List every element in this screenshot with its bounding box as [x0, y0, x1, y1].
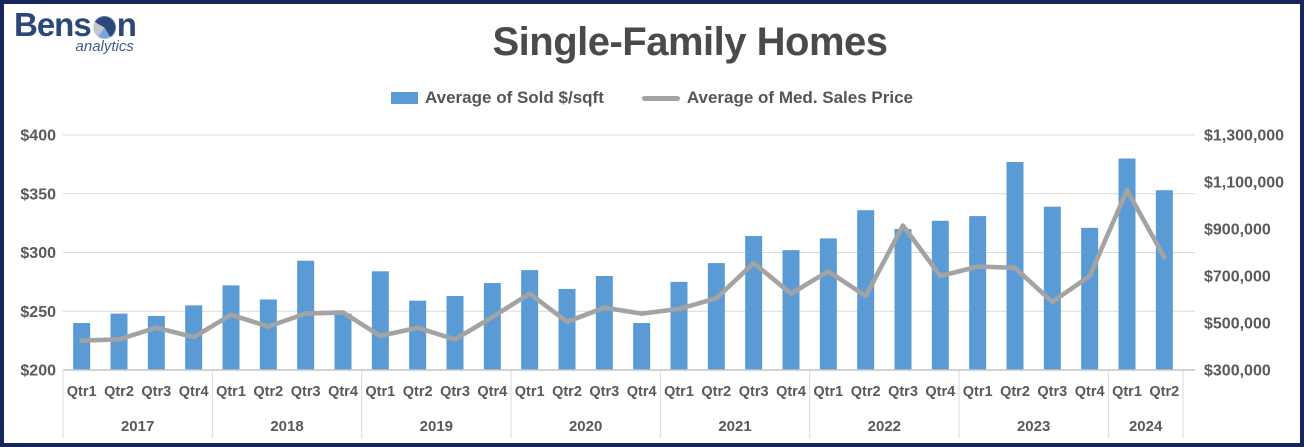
legend-label: Average of Med. Sales Price [686, 88, 913, 107]
right-axis-tick-label: $1,100,000 [1204, 175, 1284, 192]
quarter-label: Qtr2 [403, 384, 433, 400]
bar-13 [521, 270, 539, 370]
quarter-label: Qtr2 [104, 384, 134, 400]
quarter-label: Qtr1 [1112, 384, 1142, 400]
right-axis-tick-label: $700,000 [1204, 269, 1271, 286]
quarter-label: Qtr1 [67, 384, 97, 400]
left-axis-tick-label: $200 [20, 363, 56, 380]
quarter-label: Qtr2 [701, 384, 731, 400]
quarter-label: Qtr4 [1075, 384, 1105, 400]
bar-14 [558, 288, 576, 370]
quarter-label: Qtr2 [253, 384, 283, 400]
year-label: 2018 [270, 418, 303, 435]
year-label: 2017 [121, 418, 154, 435]
bar-16 [633, 323, 651, 370]
quarter-label: Qtr1 [216, 384, 246, 400]
quarter-label: Qtr1 [963, 384, 993, 400]
bar-1 [73, 323, 91, 370]
bar-11 [446, 295, 464, 370]
bar-27 [1043, 206, 1061, 370]
quarter-label: Qtr4 [776, 384, 806, 400]
bar-22 [857, 210, 875, 370]
bar-29 [1118, 158, 1136, 370]
quarter-label: Qtr4 [328, 384, 358, 400]
bar-3 [147, 315, 165, 370]
left-axis-tick-label: $400 [20, 128, 56, 145]
bar-series-swatch [391, 92, 418, 104]
year-label: 2021 [718, 418, 751, 435]
bar-10 [409, 300, 427, 370]
bar-18 [707, 263, 725, 370]
bar-19 [745, 236, 763, 370]
quarter-label: Qtr3 [1037, 384, 1067, 400]
quarter-label: Qtr3 [739, 384, 769, 400]
logo-tagline: analytics [75, 38, 134, 55]
quarter-label: Qtr2 [851, 384, 881, 400]
line-series-swatch [641, 95, 680, 101]
bar-12 [483, 283, 501, 370]
quarter-label: Qtr2 [1149, 384, 1179, 400]
pie-chart-icon [92, 15, 116, 39]
chart-legend: Average of Sold $/sqft Average of Med. S… [0, 88, 1304, 108]
quarter-label: Qtr1 [515, 384, 545, 400]
left-axis-tick-label: $300 [20, 245, 56, 262]
bar-5 [222, 285, 240, 370]
bar-15 [595, 276, 613, 370]
quarter-label: Qtr1 [664, 384, 694, 400]
quarter-label: Qtr3 [291, 384, 321, 400]
legend-label: Average of Sold $/sqft [425, 88, 604, 107]
logo-text-right: n [116, 6, 137, 43]
med-sales-price-line [79, 187, 1167, 343]
quarter-label: Qtr1 [365, 384, 395, 400]
year-label: 2022 [868, 418, 901, 435]
right-axis-tick-label: $900,000 [1204, 222, 1271, 239]
quarter-label: Qtr2 [552, 384, 582, 400]
quarter-label: Qtr4 [179, 384, 209, 400]
bar-23 [894, 229, 912, 370]
logo-wordmark: Bens n [14, 6, 137, 43]
quarter-label: Qtr1 [813, 384, 843, 400]
year-label: 2023 [1017, 418, 1050, 435]
right-axis-tick-label: $1,300,000 [1204, 128, 1284, 145]
bar-2 [110, 313, 128, 370]
bar-9 [371, 271, 389, 370]
quarter-label: Qtr3 [141, 384, 171, 400]
bar-8 [334, 313, 352, 370]
quarter-label: Qtr4 [477, 384, 507, 400]
bar-6 [259, 299, 277, 370]
right-axis-tick-label: $500,000 [1204, 316, 1271, 333]
bar-24 [931, 220, 949, 370]
quarter-label: Qtr3 [888, 384, 918, 400]
benson-analytics-logo: Bens n analytics [14, 6, 137, 55]
bar-21 [819, 238, 837, 370]
bar-28 [1081, 227, 1099, 370]
bar-30 [1155, 190, 1173, 370]
quarter-label: Qtr2 [1000, 384, 1030, 400]
bar-20 [782, 250, 800, 370]
year-label: 2024 [1129, 418, 1163, 435]
left-axis-tick-label: $350 [20, 186, 56, 203]
quarter-label: Qtr3 [440, 384, 470, 400]
left-axis-tick-label: $250 [20, 304, 56, 321]
bar-17 [670, 281, 688, 370]
quarter-label: Qtr4 [627, 384, 657, 400]
bar-25 [969, 216, 987, 370]
legend-item-med-sales-price: Average of Med. Sales Price [641, 88, 913, 108]
chart-title: Single-Family Homes [492, 20, 888, 64]
legend-item-sold-per-sqft: Average of Sold $/sqft [391, 88, 604, 108]
quarter-label: Qtr4 [925, 384, 955, 400]
logo-text-left: Bens [14, 6, 92, 43]
quarter-label: Qtr3 [589, 384, 619, 400]
year-label: 2020 [569, 418, 602, 435]
right-axis-tick-label: $300,000 [1204, 363, 1271, 380]
year-label: 2019 [420, 418, 453, 435]
